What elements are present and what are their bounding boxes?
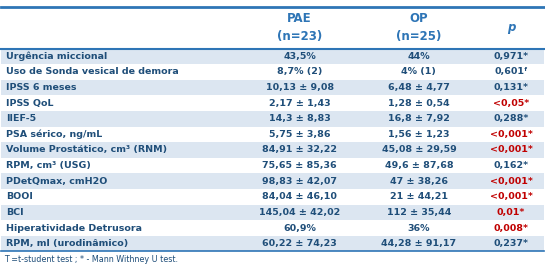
Text: 36%: 36% [408, 224, 430, 233]
FancyBboxPatch shape [2, 174, 543, 189]
Text: 2,17 ± 1,43: 2,17 ± 1,43 [269, 99, 330, 108]
Text: 0,288*: 0,288* [493, 114, 529, 123]
Text: IIEF-5: IIEF-5 [6, 114, 36, 123]
Text: 4% (1): 4% (1) [402, 67, 437, 76]
Text: Volume Prostático, cm³ (RNM): Volume Prostático, cm³ (RNM) [6, 146, 167, 154]
Text: <0,001*: <0,001* [489, 146, 532, 154]
Text: T =t-student test ; * - Mann Withney U test.: T =t-student test ; * - Mann Withney U t… [4, 255, 178, 264]
Text: 0,162*: 0,162* [494, 161, 529, 170]
Text: 145,04 ± 42,02: 145,04 ± 42,02 [259, 208, 340, 217]
Text: Uso de Sonda vesical de demora: Uso de Sonda vesical de demora [6, 67, 178, 76]
Text: RPM, cm³ (USG): RPM, cm³ (USG) [6, 161, 90, 170]
Text: 16,8 ± 7,92: 16,8 ± 7,92 [388, 114, 450, 123]
Text: 45,08 ± 29,59: 45,08 ± 29,59 [382, 146, 456, 154]
Text: 112 ± 35,44: 112 ± 35,44 [387, 208, 451, 217]
FancyBboxPatch shape [2, 158, 543, 174]
FancyBboxPatch shape [2, 220, 543, 236]
Text: 14,3 ± 8,83: 14,3 ± 8,83 [269, 114, 330, 123]
Text: 0,601ᶠ: 0,601ᶠ [494, 67, 528, 76]
Text: IPSS QoL: IPSS QoL [6, 99, 53, 108]
Text: (n=25): (n=25) [396, 30, 441, 43]
Text: <0,05*: <0,05* [493, 99, 529, 108]
Text: 1,56 ± 1,23: 1,56 ± 1,23 [388, 130, 450, 139]
Text: IPSS 6 meses: IPSS 6 meses [6, 83, 76, 92]
Text: 5,75 ± 3,86: 5,75 ± 3,86 [269, 130, 330, 139]
Text: 10,13 ± 9,08: 10,13 ± 9,08 [265, 83, 334, 92]
FancyBboxPatch shape [2, 189, 543, 205]
Text: 84,04 ± 46,10: 84,04 ± 46,10 [262, 192, 337, 201]
Text: 1,28 ± 0,54: 1,28 ± 0,54 [388, 99, 450, 108]
Text: 0,01*: 0,01* [497, 208, 525, 217]
Text: 49,6 ± 87,68: 49,6 ± 87,68 [385, 161, 453, 170]
Text: OP: OP [410, 12, 428, 25]
Text: 21 ± 44,21: 21 ± 44,21 [390, 192, 448, 201]
Text: <0,001*: <0,001* [489, 177, 532, 186]
FancyBboxPatch shape [2, 64, 543, 80]
Text: BCI: BCI [6, 208, 23, 217]
Text: 60,9%: 60,9% [283, 224, 316, 233]
Text: Hiperatividade Detrusora: Hiperatividade Detrusora [6, 224, 142, 233]
Text: 75,65 ± 85,36: 75,65 ± 85,36 [262, 161, 337, 170]
Text: PDetQmax, cmH2O: PDetQmax, cmH2O [6, 177, 107, 186]
Text: <0,001*: <0,001* [489, 130, 532, 139]
Text: 0,131*: 0,131* [494, 83, 529, 92]
Text: 0,971*: 0,971* [494, 52, 529, 61]
Text: BOOI: BOOI [6, 192, 33, 201]
Text: RPM, ml (urodinâmico): RPM, ml (urodinâmico) [6, 239, 128, 248]
Text: p: p [507, 21, 515, 34]
Text: 8,7% (2): 8,7% (2) [277, 67, 322, 76]
Text: 0,237*: 0,237* [494, 239, 529, 248]
FancyBboxPatch shape [2, 236, 543, 252]
Text: 43,5%: 43,5% [283, 52, 316, 61]
Text: (n=23): (n=23) [277, 30, 322, 43]
Text: 98,83 ± 42,07: 98,83 ± 42,07 [262, 177, 337, 186]
Text: 0,008*: 0,008* [494, 224, 529, 233]
Text: 44,28 ± 91,17: 44,28 ± 91,17 [382, 239, 457, 248]
FancyBboxPatch shape [2, 80, 543, 95]
Text: <0,001*: <0,001* [489, 192, 532, 201]
FancyBboxPatch shape [2, 205, 543, 220]
FancyBboxPatch shape [2, 142, 543, 158]
Text: 47 ± 38,26: 47 ± 38,26 [390, 177, 448, 186]
Text: 44%: 44% [408, 52, 430, 61]
FancyBboxPatch shape [2, 95, 543, 111]
Text: 60,22 ± 74,23: 60,22 ± 74,23 [262, 239, 337, 248]
Text: Urgência miccional: Urgência miccional [6, 52, 107, 61]
Text: 6,48 ± 4,77: 6,48 ± 4,77 [388, 83, 450, 92]
FancyBboxPatch shape [2, 126, 543, 142]
FancyBboxPatch shape [2, 111, 543, 126]
Text: PAE: PAE [287, 12, 312, 25]
FancyBboxPatch shape [2, 48, 543, 64]
Text: 84,91 ± 32,22: 84,91 ± 32,22 [262, 146, 337, 154]
Text: PSA sérico, ng/mL: PSA sérico, ng/mL [6, 130, 102, 139]
